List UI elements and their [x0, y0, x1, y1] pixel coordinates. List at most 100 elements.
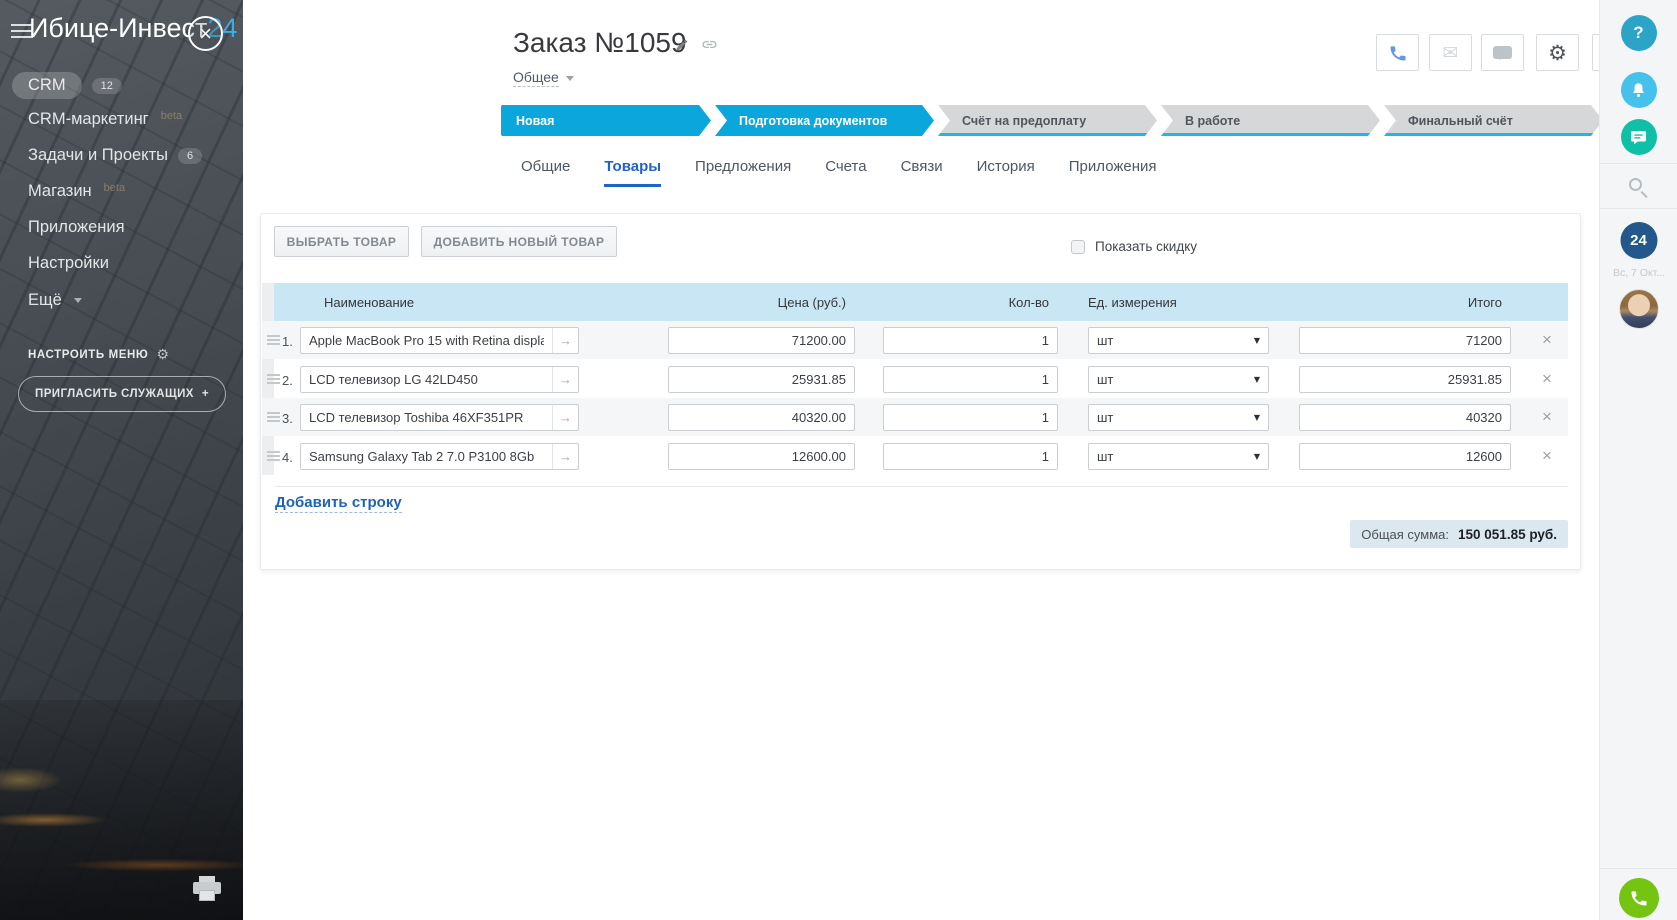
- column-unit: Ед. измерения: [1088, 295, 1177, 310]
- column-name: Наименование: [324, 295, 414, 310]
- stage-new[interactable]: Новая: [501, 105, 711, 136]
- stage-prepayment-invoice[interactable]: Счёт на предоплату: [938, 105, 1157, 136]
- delete-row-icon[interactable]: ×: [1542, 407, 1552, 427]
- table-row: 2. → шт ▼ ×: [262, 360, 1568, 398]
- price-input[interactable]: [668, 366, 855, 393]
- tab-applications[interactable]: Приложения: [1069, 158, 1157, 187]
- row-number: 2.: [282, 373, 293, 388]
- quantity-input[interactable]: [883, 327, 1058, 354]
- chevron-down-icon: ▼: [1254, 336, 1260, 345]
- search-icon[interactable]: [1628, 177, 1650, 199]
- copy-link-icon[interactable]: [701, 36, 718, 53]
- product-name-input[interactable]: [301, 328, 552, 353]
- product-name-field: →: [300, 404, 579, 431]
- bell-icon: [1629, 81, 1648, 100]
- drag-handle-icon[interactable]: [267, 374, 280, 384]
- crm-badge: 12: [92, 78, 122, 94]
- tab-offers[interactable]: Предложения: [695, 158, 791, 187]
- sidebar-item-shop[interactable]: Магазин beta: [28, 182, 125, 201]
- stage-final-invoice[interactable]: Финальный счёт: [1384, 105, 1603, 136]
- open-product-icon[interactable]: →: [552, 444, 578, 469]
- drag-handle-icon[interactable]: [267, 451, 280, 461]
- order-tabs: Общие Товары Предложения Счета Связи Ист…: [521, 158, 1157, 187]
- product-name-field: →: [300, 327, 579, 354]
- quantity-input[interactable]: [883, 366, 1058, 393]
- table-row: 3. → шт ▼ ×: [262, 398, 1568, 436]
- user-avatar[interactable]: [1619, 289, 1659, 329]
- open-product-icon[interactable]: →: [552, 367, 578, 392]
- telephony-button[interactable]: [1619, 878, 1659, 918]
- tab-invoices[interactable]: Счета: [825, 158, 866, 187]
- sidebar-item-tasks-projects[interactable]: Задачи и Проекты 6: [28, 146, 202, 165]
- drag-handle-icon[interactable]: [267, 412, 280, 422]
- mail-icon: ✉: [1443, 42, 1459, 64]
- invite-employees-button[interactable]: ПРИГЛАСИТЬ СЛУЖАЩИХ +: [18, 376, 226, 412]
- row-number: 4.: [282, 450, 293, 465]
- unit-select[interactable]: шт ▼: [1088, 327, 1269, 354]
- price-input[interactable]: [668, 327, 855, 354]
- row-number: 3.: [282, 411, 293, 426]
- tab-relations[interactable]: Связи: [901, 158, 943, 187]
- column-qty: Кол-во: [883, 295, 1049, 310]
- add-new-product-button[interactable]: ДОБАВИТЬ НОВЫЙ ТОВАР: [421, 226, 617, 257]
- notifications-button[interactable]: [1621, 72, 1657, 108]
- settings-button[interactable]: ⚙: [1536, 34, 1579, 71]
- open-product-icon[interactable]: →: [552, 405, 578, 430]
- delete-row-icon[interactable]: ×: [1542, 369, 1552, 389]
- tab-products[interactable]: Товары: [604, 158, 661, 187]
- delete-row-icon[interactable]: ×: [1542, 446, 1552, 466]
- call-button[interactable]: [1376, 34, 1419, 71]
- deal-stage-bar: Новая Подготовка документов Счёт на пред…: [501, 105, 1677, 136]
- unit-select[interactable]: шт ▼: [1088, 404, 1269, 431]
- product-name-field: →: [300, 366, 579, 393]
- edit-title-icon[interactable]: [675, 38, 689, 52]
- tab-general[interactable]: Общие: [521, 158, 570, 187]
- total-sum-box: Общая сумма: 150 051.85 руб.: [1350, 520, 1568, 548]
- sidebar-item-settings[interactable]: Настройки: [28, 254, 109, 273]
- total-input[interactable]: [1299, 404, 1511, 431]
- price-input[interactable]: [668, 404, 855, 431]
- table-row: 4. → шт ▼ ×: [262, 437, 1568, 475]
- unit-select[interactable]: шт ▼: [1088, 366, 1269, 393]
- product-name-input[interactable]: [301, 367, 552, 392]
- chat-icon: [1493, 46, 1512, 59]
- sidebar-item-crm-marketing[interactable]: CRM-маркетинг beta: [28, 110, 182, 129]
- close-icon[interactable]: ×: [188, 16, 223, 51]
- product-name-input[interactable]: [301, 444, 552, 469]
- chat-button[interactable]: [1481, 34, 1524, 71]
- configure-menu-button[interactable]: НАСТРОИТЬ МЕНЮ ⚙: [28, 346, 170, 363]
- total-input[interactable]: [1299, 327, 1511, 354]
- date-label: Вс, 7 Окт...: [1600, 267, 1677, 279]
- show-discount-toggle[interactable]: Показать скидку: [1071, 239, 1197, 254]
- email-button[interactable]: ✉: [1429, 34, 1472, 71]
- quantity-input[interactable]: [883, 404, 1058, 431]
- show-discount-checkbox[interactable]: [1071, 240, 1085, 254]
- sidebar-item-applications[interactable]: Приложения: [28, 218, 125, 237]
- quantity-input[interactable]: [883, 443, 1058, 470]
- help-button[interactable]: ?: [1621, 15, 1657, 51]
- page-title: Заказ №1059: [513, 27, 687, 59]
- add-row-link[interactable]: Добавить строку: [275, 494, 402, 513]
- tab-history[interactable]: История: [977, 158, 1035, 187]
- stage-document-preparation[interactable]: Подготовка документов: [715, 105, 934, 136]
- view-mode-selector[interactable]: Общее: [513, 69, 574, 87]
- select-product-button[interactable]: ВЫБРАТЬ ТОВАР: [274, 226, 409, 257]
- sidebar-item-crm[interactable]: CRM 12: [28, 72, 122, 99]
- printer-icon[interactable]: [192, 876, 222, 903]
- messenger-button[interactable]: [1621, 119, 1657, 155]
- stage-in-progress[interactable]: В работе: [1161, 105, 1380, 136]
- total-input[interactable]: [1299, 443, 1511, 470]
- chevron-down-icon: ▼: [1254, 452, 1260, 461]
- plus-icon: +: [202, 388, 209, 400]
- chevron-down-icon: ▼: [1254, 375, 1260, 384]
- total-input[interactable]: [1299, 366, 1511, 393]
- sidebar-item-more[interactable]: Ещё: [28, 291, 82, 310]
- delete-row-icon[interactable]: ×: [1542, 330, 1552, 350]
- product-name-input[interactable]: [301, 405, 552, 430]
- price-input[interactable]: [668, 443, 855, 470]
- open-product-icon[interactable]: →: [552, 328, 578, 353]
- bitrix24-button[interactable]: 24: [1620, 222, 1657, 259]
- unit-select[interactable]: шт ▼: [1088, 443, 1269, 470]
- products-table-header: Наименование Цена (руб.) Кол-во Ед. изме…: [274, 283, 1568, 321]
- drag-handle-icon[interactable]: [267, 335, 280, 345]
